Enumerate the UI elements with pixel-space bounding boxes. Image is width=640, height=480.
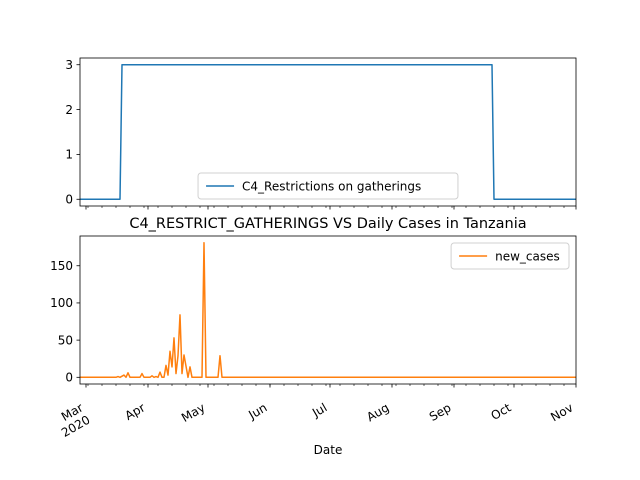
legend-box: [450, 242, 570, 270]
bottom-axes-frame: [79, 235, 577, 385]
y-tick-label: 1: [65, 148, 73, 162]
chart-title: C4_RESTRICT_GATHERINGS VS Daily Cases in…: [129, 216, 526, 232]
series-line-new-cases: [80, 241, 576, 379]
x-tick-label: Jun: [245, 400, 269, 422]
x-tick-label: Sep: [427, 400, 454, 423]
top-panel: 0 1 2 3 C4_Restrictions on gatherings: [65, 57, 577, 210]
x-tick-label: Oct: [489, 400, 514, 423]
legend-box: [197, 172, 459, 200]
x-tick-label: Nov: [548, 400, 575, 424]
y-tick-label: 3: [65, 58, 73, 72]
x-tick-label: May: [179, 400, 207, 425]
x-tick-label: Apr: [123, 400, 148, 423]
top-axes-frame: [79, 57, 577, 207]
y-tick-label: 2: [65, 103, 73, 117]
x-tick-label: Aug: [364, 400, 391, 424]
bottom-panel: 0 50 100 150 C4_RESTRICT_GATHERINGS VS Daily…: [50, 216, 577, 457]
legend-label: C4_Restrictions on gatherings: [242, 179, 421, 193]
legend: C4_Restrictions on gatherings: [197, 172, 459, 200]
legend-label: new_cases: [495, 249, 560, 263]
x-axis-label: Date: [314, 443, 343, 457]
y-tick-label: 0: [65, 371, 73, 385]
y-tick-label: 0: [65, 193, 73, 207]
series-line-c4-restrictions-on-gatherings: [80, 63, 576, 201]
y-tick-label: 50: [58, 333, 73, 347]
x-tick-label: Jul: [309, 400, 329, 420]
y-tick-label: 100: [50, 296, 73, 310]
x-tick-label: Mar2020: [52, 400, 93, 440]
legend: new_cases: [450, 242, 570, 270]
y-tick-label: 150: [50, 259, 73, 273]
